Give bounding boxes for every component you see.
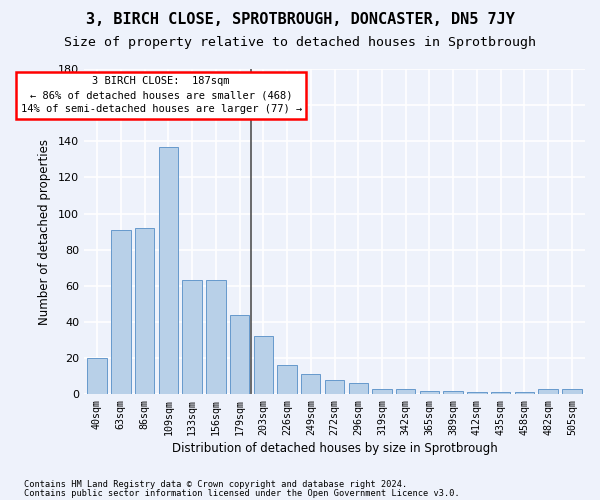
Text: 3, BIRCH CLOSE, SPROTBROUGH, DONCASTER, DN5 7JY: 3, BIRCH CLOSE, SPROTBROUGH, DONCASTER, … bbox=[86, 12, 514, 28]
Text: Contains HM Land Registry data © Crown copyright and database right 2024.: Contains HM Land Registry data © Crown c… bbox=[24, 480, 407, 489]
Bar bbox=[277, 366, 297, 394]
Bar bbox=[349, 384, 368, 394]
Bar bbox=[396, 389, 415, 394]
Bar bbox=[111, 230, 131, 394]
Bar bbox=[372, 389, 392, 394]
X-axis label: Distribution of detached houses by size in Sprotbrough: Distribution of detached houses by size … bbox=[172, 442, 497, 455]
Bar bbox=[135, 228, 154, 394]
Bar bbox=[158, 146, 178, 394]
Y-axis label: Number of detached properties: Number of detached properties bbox=[38, 138, 51, 324]
Bar bbox=[562, 389, 581, 394]
Bar bbox=[206, 280, 226, 394]
Bar bbox=[491, 392, 511, 394]
Bar bbox=[467, 392, 487, 394]
Bar bbox=[254, 336, 273, 394]
Bar bbox=[420, 390, 439, 394]
Bar bbox=[230, 314, 249, 394]
Text: 3 BIRCH CLOSE:  187sqm
← 86% of detached houses are smaller (468)
14% of semi-de: 3 BIRCH CLOSE: 187sqm ← 86% of detached … bbox=[20, 76, 302, 114]
Text: Size of property relative to detached houses in Sprotbrough: Size of property relative to detached ho… bbox=[64, 36, 536, 49]
Bar bbox=[88, 358, 107, 394]
Bar bbox=[538, 389, 558, 394]
Bar bbox=[301, 374, 320, 394]
Bar bbox=[325, 380, 344, 394]
Bar bbox=[182, 280, 202, 394]
Text: Contains public sector information licensed under the Open Government Licence v3: Contains public sector information licen… bbox=[24, 488, 460, 498]
Bar bbox=[443, 390, 463, 394]
Bar bbox=[515, 392, 534, 394]
